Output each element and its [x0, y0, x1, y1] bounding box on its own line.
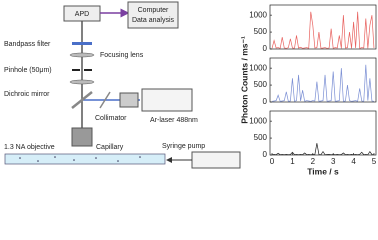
y-axis-label: Photon Counts / ms⁻¹: [239, 36, 249, 124]
molecules: [19, 156, 141, 162]
lens: [69, 52, 95, 58]
x-axis-label: Time / s: [307, 166, 339, 176]
y-tick-label: 1000: [249, 63, 267, 72]
label: Focusing lens: [100, 52, 144, 59]
label: Collimator: [95, 115, 127, 122]
objective: [71, 127, 93, 147]
y-tick-label: 1000: [249, 116, 267, 125]
label: Syringe pump: [162, 143, 205, 150]
plot-frame: [269, 4, 377, 50]
pinhole: [84, 69, 92, 71]
mirror: [71, 91, 93, 109]
pinhole: [72, 69, 80, 71]
filter: [72, 42, 92, 45]
pump: [191, 151, 241, 169]
plot-frame: [269, 57, 377, 103]
label: Bandpass filter: [4, 41, 51, 48]
laser: [141, 88, 193, 112]
x-tick-label: 1: [290, 157, 295, 166]
setup-diagram: APD Computer Data analysis Bandpass filt…: [4, 1, 241, 169]
label: Computer: [138, 7, 169, 14]
label: APD: [75, 11, 89, 18]
figure: APD Computer Data analysis Bandpass filt…: [4, 1, 377, 176]
y-tick-label: 500: [254, 27, 268, 36]
plot-frame: [269, 110, 377, 156]
label: Data analysis: [132, 17, 175, 24]
computer-box: [127, 1, 179, 29]
lens: [69, 79, 95, 85]
x-tick-label: 0: [270, 157, 275, 166]
label: Capillary: [96, 144, 124, 151]
label: Ar-laser 488nm: [150, 117, 198, 124]
x-tick-label: 3: [331, 157, 336, 166]
y-tick-label: 500: [254, 133, 268, 142]
y-tick-label: 0: [263, 44, 268, 53]
y-tick-label: 500: [254, 80, 268, 89]
y-tick-label: 0: [263, 150, 268, 159]
label: Pinhole (50μm): [4, 67, 52, 74]
trace: [272, 143, 374, 156]
mirror: [99, 91, 111, 109]
capillary: [4, 153, 166, 165]
x-tick-label: 5: [372, 157, 377, 166]
y-tick-label: 0: [263, 97, 268, 106]
y-tick-label: 1000: [249, 10, 267, 19]
collimator: [119, 92, 139, 108]
x-tick-label: 4: [351, 157, 356, 166]
label: Dichroic mirror: [4, 91, 50, 98]
label: 1.3 NA objective: [4, 144, 55, 151]
trace: [271, 11, 375, 49]
x-tick-label: 2: [311, 157, 316, 166]
trace: [271, 64, 375, 102]
